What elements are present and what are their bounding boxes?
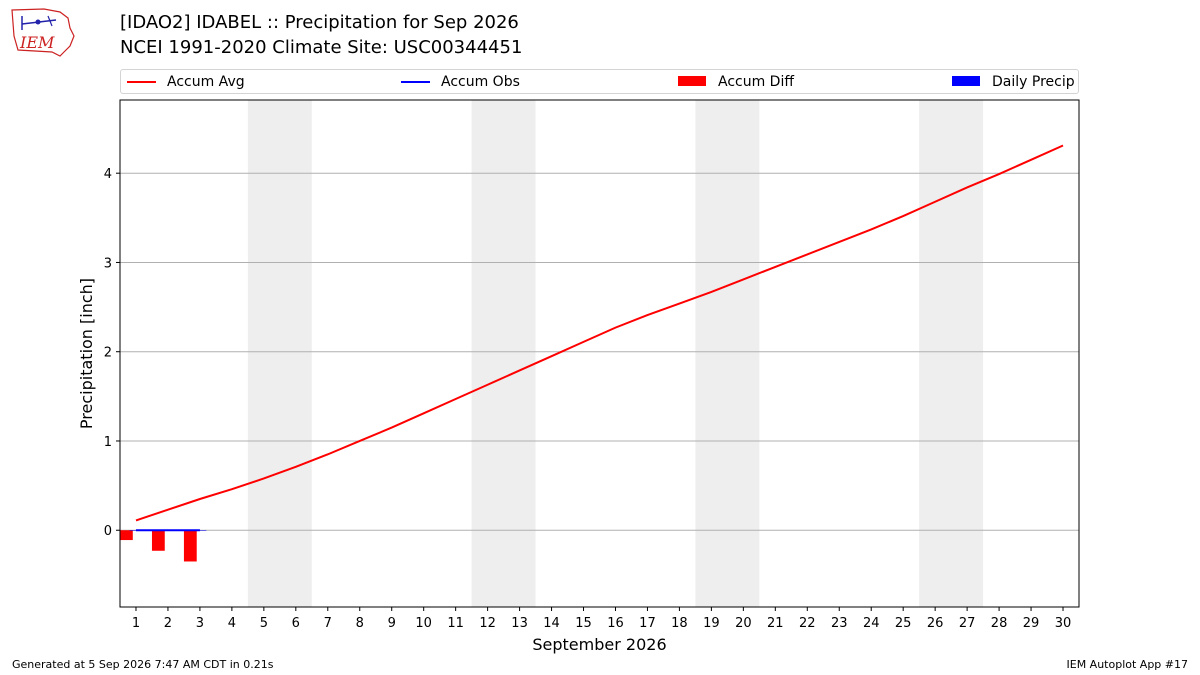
legend-label: Accum Obs bbox=[441, 74, 520, 90]
x-tick-label: 5 bbox=[260, 616, 268, 631]
x-tick-label: 9 bbox=[388, 616, 396, 631]
x-tick-label: 7 bbox=[324, 616, 332, 631]
x-tick-label: 28 bbox=[991, 616, 1008, 631]
x-tick-label: 12 bbox=[479, 616, 496, 631]
x-axis-label: September 2026 bbox=[532, 635, 666, 654]
legend-label: Accum Diff bbox=[718, 74, 795, 90]
x-tick-label: 16 bbox=[607, 616, 624, 631]
x-tick-label: 26 bbox=[927, 616, 944, 631]
x-axis-ticks: 1 2 3 4 5 6 7 8 9 10 11 12 13 14 15 16 17 18 19 20 21 22 23 24 2… bbox=[132, 607, 1071, 631]
y-tick-label: 4 bbox=[104, 167, 112, 182]
x-tick-label: 13 bbox=[511, 616, 528, 631]
iem-logo: IEM bbox=[11, 8, 75, 57]
legend-swatch bbox=[678, 76, 706, 86]
weekend-band bbox=[471, 100, 536, 607]
series-lines bbox=[135, 144, 1064, 532]
chart-title: [IDAO2] IDABEL :: Precipitation for Sep … bbox=[120, 12, 519, 33]
weekend-band bbox=[695, 100, 760, 607]
legend-swatch bbox=[401, 81, 430, 83]
x-tick-label: 15 bbox=[575, 616, 592, 631]
x-tick-label: 30 bbox=[1055, 616, 1072, 631]
legend-label: Accum Avg bbox=[167, 74, 245, 90]
footer-generated-text: Generated at 5 Sep 2026 7:47 AM CDT in 0… bbox=[12, 658, 274, 671]
x-tick-label: 17 bbox=[639, 616, 656, 631]
x-tick-label: 4 bbox=[228, 616, 236, 631]
x-tick-label: 24 bbox=[863, 616, 880, 631]
chart-subtitle: NCEI 1991-2020 Climate Site: USC00344451 bbox=[120, 37, 523, 58]
y-tick-label: 3 bbox=[104, 256, 112, 271]
x-tick-label: 29 bbox=[1023, 616, 1040, 631]
logo-text: IEM bbox=[19, 33, 55, 52]
y-tick-label: 2 bbox=[104, 346, 112, 361]
x-tick-label: 2 bbox=[164, 616, 172, 631]
grid-lines bbox=[120, 172, 1079, 531]
x-tick-label: 3 bbox=[196, 616, 204, 631]
x-tick-label: 23 bbox=[831, 616, 848, 631]
y-axis-ticks: 0 1 2 3 4 bbox=[104, 167, 120, 539]
x-tick-label: 18 bbox=[671, 616, 688, 631]
weekend-band bbox=[919, 100, 984, 607]
x-tick-label: 27 bbox=[959, 616, 976, 631]
accum-diff-bar bbox=[151, 530, 165, 551]
x-tick-label: 25 bbox=[895, 616, 912, 631]
bars bbox=[120, 530, 207, 562]
footer-app-label: IEM Autoplot App #17 bbox=[1066, 658, 1189, 671]
weekend-band bbox=[247, 100, 312, 607]
accum-diff-bar bbox=[183, 530, 197, 562]
x-tick-label: 11 bbox=[447, 616, 464, 631]
legend-swatch bbox=[952, 76, 980, 86]
plot-frame bbox=[119, 99, 1080, 608]
x-tick-label: 14 bbox=[543, 616, 560, 631]
x-tick-label: 22 bbox=[799, 616, 816, 631]
x-tick-label: 6 bbox=[292, 616, 300, 631]
y-axis-label: Precipitation [inch] bbox=[77, 278, 96, 429]
y-tick-label: 0 bbox=[104, 524, 112, 539]
accum-diff-bar bbox=[120, 530, 133, 541]
x-tick-label: 20 bbox=[735, 616, 752, 631]
legend: Accum Avg Accum Obs Accum Diff Daily Pre… bbox=[120, 69, 1079, 94]
y-tick-label: 1 bbox=[104, 435, 112, 450]
legend-label: Daily Precip bbox=[992, 74, 1075, 90]
x-tick-label: 21 bbox=[767, 616, 784, 631]
x-tick-label: 8 bbox=[356, 616, 364, 631]
x-tick-label: 1 bbox=[132, 616, 140, 631]
x-tick-label: 19 bbox=[703, 616, 720, 631]
accum-avg-line bbox=[135, 144, 1064, 522]
legend-swatch bbox=[127, 81, 156, 83]
x-tick-label: 10 bbox=[415, 616, 432, 631]
weekend-shading bbox=[247, 100, 984, 607]
